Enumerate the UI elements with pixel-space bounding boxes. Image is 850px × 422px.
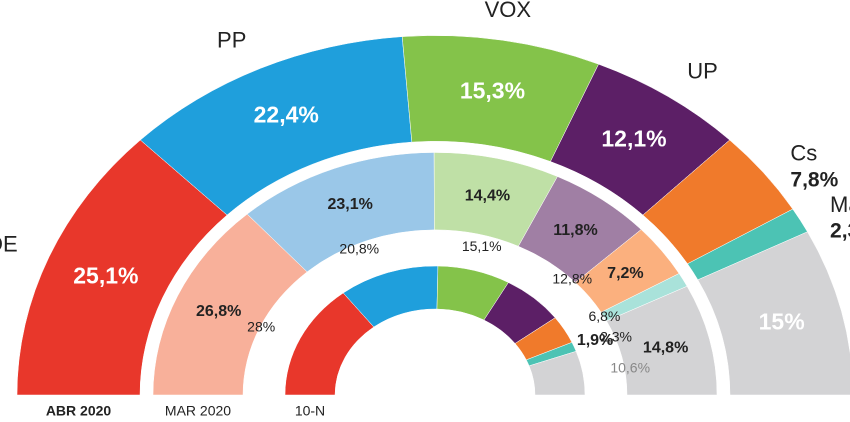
ring-label: 10-N — [295, 403, 325, 419]
value-label: 2,3% — [600, 329, 632, 345]
category-label: Más País — [830, 192, 850, 217]
value-label: 15% — [759, 309, 805, 335]
value-label: 7,8% — [790, 168, 838, 191]
value-label: 15,1% — [462, 238, 502, 254]
value-label: 14,4% — [465, 187, 510, 204]
value-label: 23,1% — [327, 196, 372, 213]
value-label: 1,9% — [577, 332, 613, 349]
value-label: 12,1% — [601, 126, 666, 152]
segment — [528, 351, 586, 396]
value-label: 20,8% — [339, 240, 379, 256]
category-label: UP — [687, 58, 718, 83]
value-label: 2,3% — [830, 220, 850, 243]
category-label: VOX — [485, 0, 532, 22]
category-label: PP — [217, 28, 246, 53]
segment — [606, 285, 718, 396]
value-label: 6,8% — [588, 308, 620, 324]
value-label: 7,2% — [607, 265, 643, 282]
value-label: 26,8% — [196, 303, 241, 320]
value-label: 12,8% — [552, 271, 592, 287]
segment — [697, 231, 850, 396]
value-label: 10,6% — [610, 359, 650, 375]
value-label: 11,8% — [553, 222, 597, 239]
value-label: 22,4% — [254, 101, 319, 127]
ring-label: ABR 2020 — [46, 403, 112, 419]
ring-label: MAR 2020 — [165, 403, 231, 419]
value-label: 25,1% — [73, 262, 138, 288]
value-label: 28% — [247, 318, 275, 334]
value-label: 15,3% — [460, 77, 525, 103]
category-label: PSOE — [0, 231, 18, 256]
category-label: Cs — [790, 141, 817, 166]
value-label: 14,8% — [643, 339, 688, 356]
